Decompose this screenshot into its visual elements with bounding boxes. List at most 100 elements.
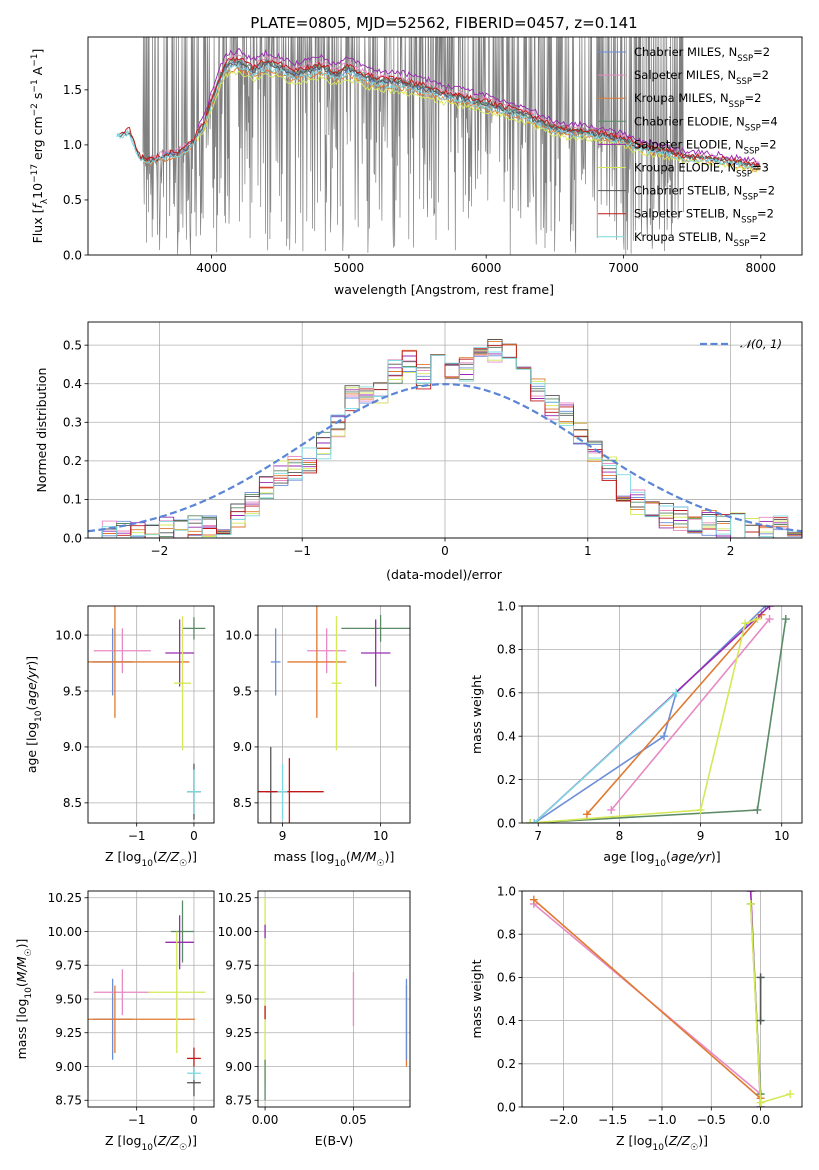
y-tick-label: 8.5 <box>63 796 82 810</box>
model-spectrum-salpeter-stelib <box>119 56 761 169</box>
x-axis-label: Z [log10(Z/Z☉)] <box>616 1133 708 1153</box>
x-tick-label: 9 <box>697 829 705 843</box>
y-tick-label: 9.50 <box>225 992 252 1006</box>
y-tick-label: 0.6 <box>497 971 516 985</box>
y-tick-label: 9.25 <box>225 1026 252 1040</box>
weight-marker <box>696 805 705 814</box>
point-salpeter-elodie <box>165 915 194 970</box>
x-tick-label: 10 <box>373 829 388 843</box>
y-tick-label: 9.25 <box>55 1026 82 1040</box>
y-tick-label: 0.0 <box>63 248 82 262</box>
y-tick-label: 0.6 <box>497 686 516 700</box>
legend-entry: 𝒩(0, 1) <box>740 337 782 351</box>
spectrum-legend: Chabrier MILES, NSSP=2 Salpeter MILES, NS… <box>598 45 778 249</box>
residual-panel-plot-area <box>88 339 802 538</box>
y-axis-label: Normed distribution <box>34 368 49 493</box>
y-tick-label: 9.0 <box>233 740 252 754</box>
y-tick-label: 0.0 <box>63 531 82 545</box>
y-tick-label: 10.0 <box>225 628 252 642</box>
age-weight-panel-plot-area <box>526 606 790 823</box>
age-weight-panel-frame <box>521 605 803 824</box>
z-age-panel: −1 0 8.5 9.0 9.5 10.0 Z [log10(Z/Z☉)] age [log1… <box>24 605 215 869</box>
z-mass-panel-plot-area <box>88 900 206 1097</box>
y-tick-label: 0.4 <box>497 730 516 744</box>
x-tick-label: −1 <box>128 1113 146 1127</box>
weight-marker <box>753 805 762 814</box>
y-tick-label: 10.00 <box>218 925 252 939</box>
y-tick-label: 9.0 <box>63 740 82 754</box>
x-axis-label: wavelength [Angstrom, rest frame] <box>334 282 554 297</box>
residual-hist-kroupa-stelib <box>88 347 802 538</box>
x-tick-label: 0.0 <box>751 1113 770 1127</box>
spectrum-panel-plot-area <box>116 37 761 255</box>
point-kroupa-miles <box>88 985 196 1053</box>
legend-entry: Chabrier STELIB, NSSP=2 <box>634 184 775 203</box>
weight-marker <box>582 810 591 819</box>
x-tick-label: 8000 <box>746 261 777 275</box>
y-tick-label: 9.00 <box>55 1060 82 1074</box>
y-axis-label: mass weight <box>469 675 484 754</box>
model-spectrum-salpeter-elodie <box>197 47 760 165</box>
y-tick-label: 0.0 <box>497 1100 516 1114</box>
legend-entry: Salpeter ELODIE, NSSP=2 <box>634 137 777 156</box>
y-tick-label: 1.5 <box>63 83 82 97</box>
y-tick-label: 9.5 <box>233 684 252 698</box>
point-kroupa-elodie <box>148 931 206 1053</box>
y-tick-label: 0.2 <box>497 773 516 787</box>
y-tick-label: 0.8 <box>497 928 516 942</box>
legend-entry: Chabrier MILES, NSSP=2 <box>634 45 770 64</box>
point-chabrier-elodie <box>182 617 206 640</box>
weight-marker <box>672 688 681 697</box>
x-axis-label: Z [log10(Z/Z☉)] <box>105 849 197 869</box>
age-weight-panel: 7 8 9 10 0.0 0.2 0.4 0.6 0.8 1.0 age [log10(age/yr… <box>469 599 803 869</box>
y-tick-label: 0.5 <box>63 193 82 207</box>
x-tick-label: 0.00 <box>252 1113 279 1127</box>
y-axis-label: age [log10(age/yr)] <box>24 656 44 773</box>
point-chabrier-elodie <box>341 614 410 642</box>
x-tick-label: 7 <box>534 829 542 843</box>
observed-spectrum <box>142 37 685 255</box>
y-tick-label: 9.5 <box>63 684 82 698</box>
weight-marker <box>757 610 766 619</box>
legend-entry: Chabrier ELODIE, NSSP=4 <box>634 114 778 133</box>
point-salpeter-elodie <box>360 619 391 687</box>
weight-marker <box>746 899 755 908</box>
weight-marker <box>746 891 755 895</box>
z-weight-panel-frame <box>521 890 803 1108</box>
legend-entry: Kroupa STELIB, NSSP=2 <box>634 230 766 249</box>
weight-line-kroupa-miles <box>533 898 762 1100</box>
mass-age-panel: 9 10 8.5 9.0 9.5 10.0 mass [log10(M/M☉)] <box>225 605 411 869</box>
x-tick-label: 7000 <box>608 261 639 275</box>
point-salpeter-elodie <box>165 619 194 687</box>
z-weight-panel-plot-area <box>529 891 795 1107</box>
x-tick-label: −2.0 <box>549 1113 578 1127</box>
residual-panel: −2 −1 0 1 2 0.0 0.1 0.2 0.3 0.4 0.5 𝒩(0, 1) (data-mo… <box>34 321 803 582</box>
x-tick-label: 0 <box>190 829 198 843</box>
mass-age-panel-frame <box>257 605 411 824</box>
point-kroupa-elodie <box>331 616 342 751</box>
y-tick-label: 0.2 <box>497 1057 516 1071</box>
y-tick-label: 9.00 <box>225 1060 252 1074</box>
y-tick-label: 1.0 <box>497 884 516 898</box>
x-tick-label: −1 <box>293 544 311 558</box>
y-tick-label: 0.0 <box>497 816 516 830</box>
y-tick-label: 0.4 <box>63 377 82 391</box>
weight-marker <box>765 615 774 624</box>
point-kroupa-miles <box>88 606 190 718</box>
x-axis-label: (data-model)/error <box>386 567 503 582</box>
model-spectrum-kroupa-stelib <box>119 63 761 170</box>
point-salpeter-stelib <box>258 758 324 823</box>
weight-marker <box>741 619 750 628</box>
x-axis-label: Z [log10(Z/Z☉)] <box>105 1133 197 1153</box>
point-kroupa-elodie <box>173 616 192 751</box>
weight-marker <box>765 606 774 610</box>
legend-entry: Kroupa MILES, NSSP=2 <box>634 91 761 110</box>
weight-line-salpeter-miles <box>610 618 771 811</box>
x-tick-label: −2 <box>151 544 169 558</box>
x-tick-label: 2 <box>727 544 735 558</box>
y-tick-label: 0.4 <box>497 1014 516 1028</box>
model-spectrum-kroupa-elodie <box>197 70 760 174</box>
x-tick-label: −1.5 <box>598 1113 627 1127</box>
weight-marker <box>526 819 535 823</box>
x-tick-label: 9 <box>279 829 287 843</box>
